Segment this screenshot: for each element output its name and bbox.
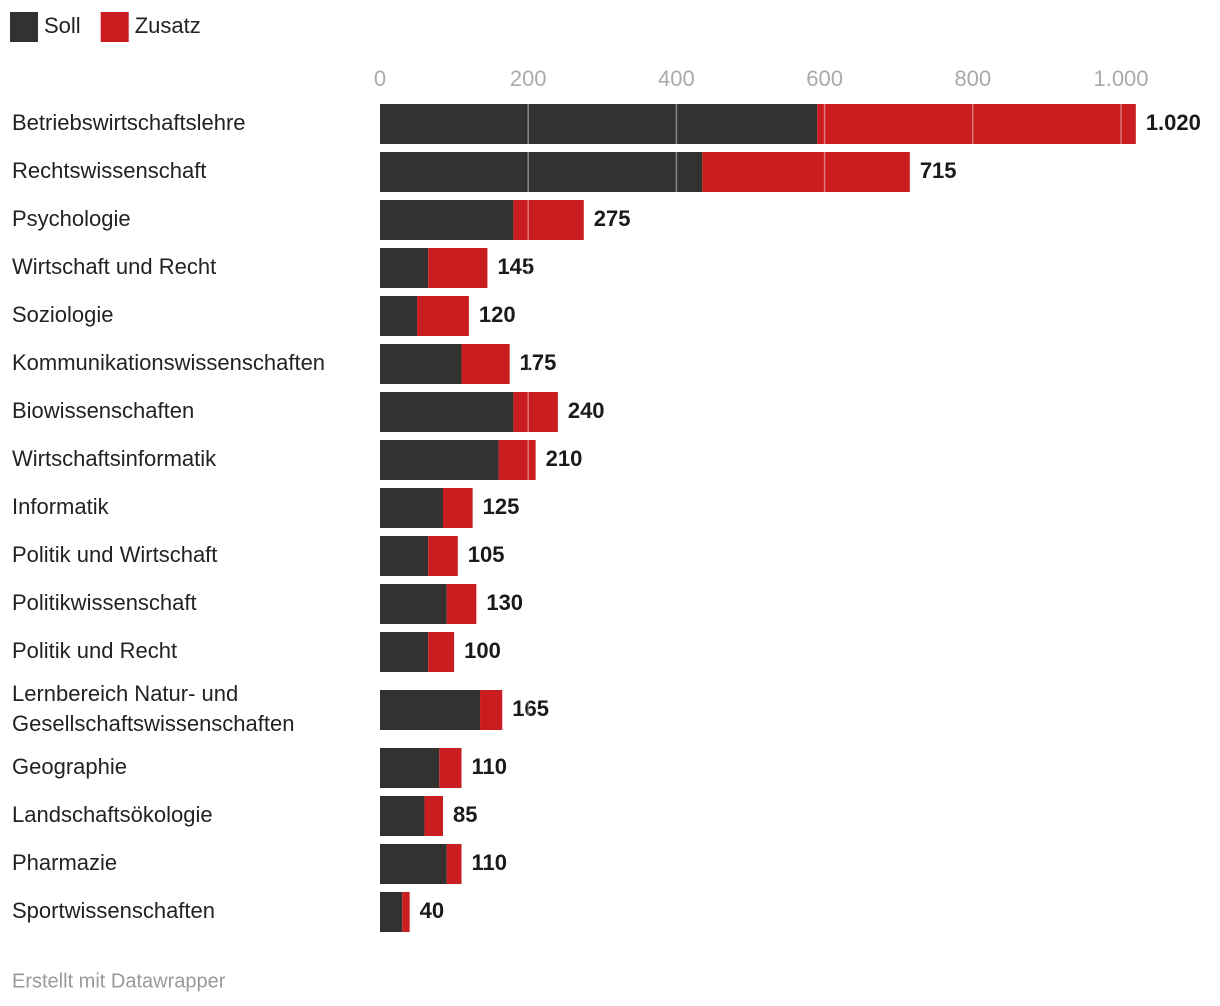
bar-segment (380, 440, 499, 480)
bar-segment (380, 892, 403, 932)
bar-segment (380, 392, 514, 432)
x-tick-label: 0 (374, 66, 386, 91)
value-label: 145 (497, 254, 534, 279)
bar-segment (513, 392, 558, 432)
value-label: 130 (486, 590, 523, 615)
bar-segment (380, 152, 703, 192)
category-label: Politikwissenschaft (12, 590, 197, 615)
value-label: 240 (568, 398, 605, 423)
category-label: Lernbereich Natur- und Gesellschaftswisse… (12, 681, 294, 736)
category-label: Psychologie (12, 206, 131, 231)
category-label: Pharmazie (12, 850, 117, 875)
value-label: 715 (920, 158, 957, 183)
value-label: 110 (472, 850, 508, 875)
x-tick-label: 800 (954, 66, 991, 91)
legend-swatch (100, 12, 129, 42)
bar-segment (380, 200, 514, 240)
bar-segment (424, 796, 443, 836)
value-label: 175 (520, 350, 557, 375)
bar-segment (446, 584, 477, 624)
value-label: 120 (479, 302, 516, 327)
value-label: 40 (420, 898, 444, 923)
x-tick-label: 600 (806, 66, 843, 91)
category-label: Sportwissenschaften (12, 898, 215, 923)
bar-segment (417, 296, 469, 336)
bar-segment (461, 344, 510, 384)
value-label: 1.020 (1146, 110, 1201, 135)
bar-segment (446, 844, 462, 884)
value-label: 105 (468, 542, 505, 567)
legend-label: Zusatz (135, 13, 201, 38)
bar-segment (380, 796, 425, 836)
bar-segment (513, 200, 584, 240)
value-label: 100 (464, 638, 501, 663)
bar-segment (380, 632, 429, 672)
category-label: Rechtswissenschaft (12, 158, 206, 183)
value-label: 125 (483, 494, 520, 519)
bar-segment (380, 844, 447, 884)
bar-segment (817, 104, 1136, 144)
bar-segment (380, 748, 440, 788)
category-label: Wirtschaft und Recht (12, 254, 216, 279)
bar-segment (380, 248, 429, 288)
bar-segment (442, 488, 473, 528)
value-label: 210 (546, 446, 583, 471)
category-label: Politik und Wirtschaft (12, 542, 217, 567)
bar-segment (498, 440, 536, 480)
bar-segment (380, 536, 429, 576)
bar-segment (428, 536, 458, 576)
category-label: Landschaftsökologie (12, 802, 213, 827)
bar-segment (428, 632, 455, 672)
value-label: 85 (453, 802, 477, 827)
category-label: Kommunikationswissenschaften (12, 350, 325, 375)
bar-segment (380, 690, 481, 730)
category-label: Soziologie (12, 302, 114, 327)
value-label: 110 (472, 754, 508, 779)
legend-label: Soll (44, 13, 81, 38)
bar-segment (380, 104, 818, 144)
category-label: Informatik (12, 494, 110, 519)
category-label: Wirtschaftsinformatik (12, 446, 217, 471)
bar-segment (402, 892, 410, 932)
bar-segment (380, 296, 418, 336)
bar-segment (380, 344, 462, 384)
bar-segment (439, 748, 462, 788)
legend-swatch (10, 12, 38, 42)
value-label: 275 (594, 206, 631, 231)
label-line: Gesellschaftswissenschaften (12, 711, 294, 736)
bar-segment (380, 488, 443, 528)
category-label: Biowissenschaften (12, 398, 194, 423)
source: Erstellt mit Datawrapper (12, 970, 226, 992)
bar-segment (428, 248, 488, 288)
x-tick-label: 400 (658, 66, 695, 91)
category-label: Geographie (12, 754, 127, 779)
bar-segment (480, 690, 503, 730)
category-label: Politik und Recht (12, 638, 177, 663)
label-line: Lernbereich Natur- und (12, 681, 238, 706)
x-tick-label: 200 (510, 66, 547, 91)
value-label: 165 (512, 696, 549, 721)
bar-segment (380, 584, 447, 624)
bar-segment (702, 152, 910, 192)
x-tick-label: 1.000 (1093, 66, 1148, 91)
category-label: Betriebswirtschaftslehre (12, 110, 246, 135)
